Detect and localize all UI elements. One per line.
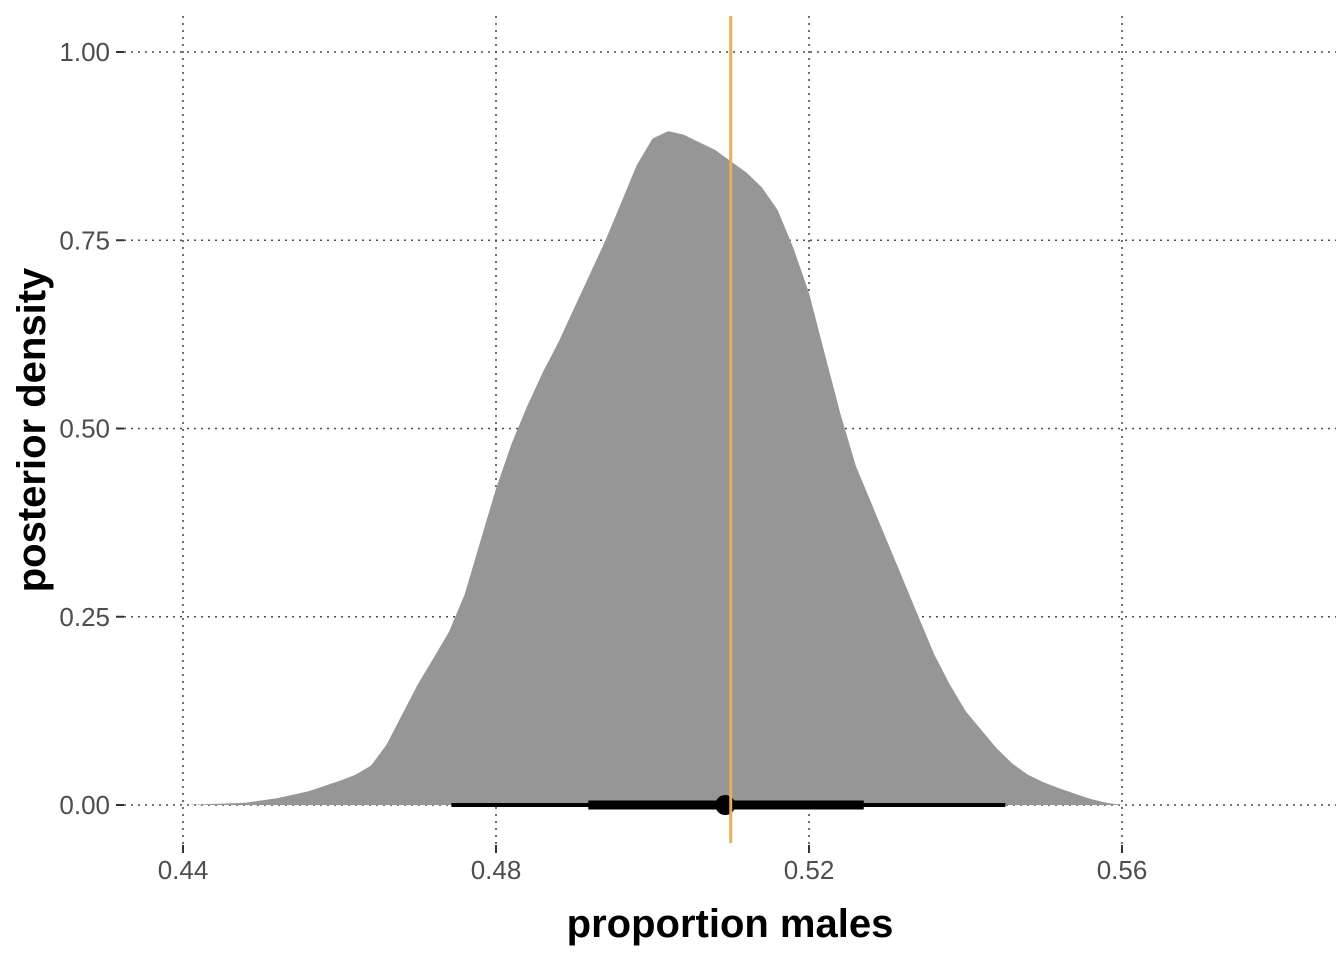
y-tick-label-1: 0.25 xyxy=(59,602,110,632)
y-tick-label-2: 0.50 xyxy=(59,414,110,444)
point-estimate xyxy=(715,795,736,815)
y-tick-label-0: 0.00 xyxy=(59,790,110,820)
x-axis-title: proportion males xyxy=(567,902,894,946)
axes: 0.00 0.25 0.50 0.75 1.00 0.44 0.48 0.52 0.56 xyxy=(59,37,1147,885)
x-tick-label-0: 0.44 xyxy=(158,855,209,885)
x-tick-label-3: 0.56 xyxy=(1097,855,1148,885)
y-tick-label-3: 0.75 xyxy=(59,225,110,255)
x-tick-label-2: 0.52 xyxy=(784,855,835,885)
y-axis-title: posterior density xyxy=(10,267,54,592)
y-tick-label-4: 1.00 xyxy=(59,37,110,67)
x-tick-label-1: 0.48 xyxy=(471,855,522,885)
